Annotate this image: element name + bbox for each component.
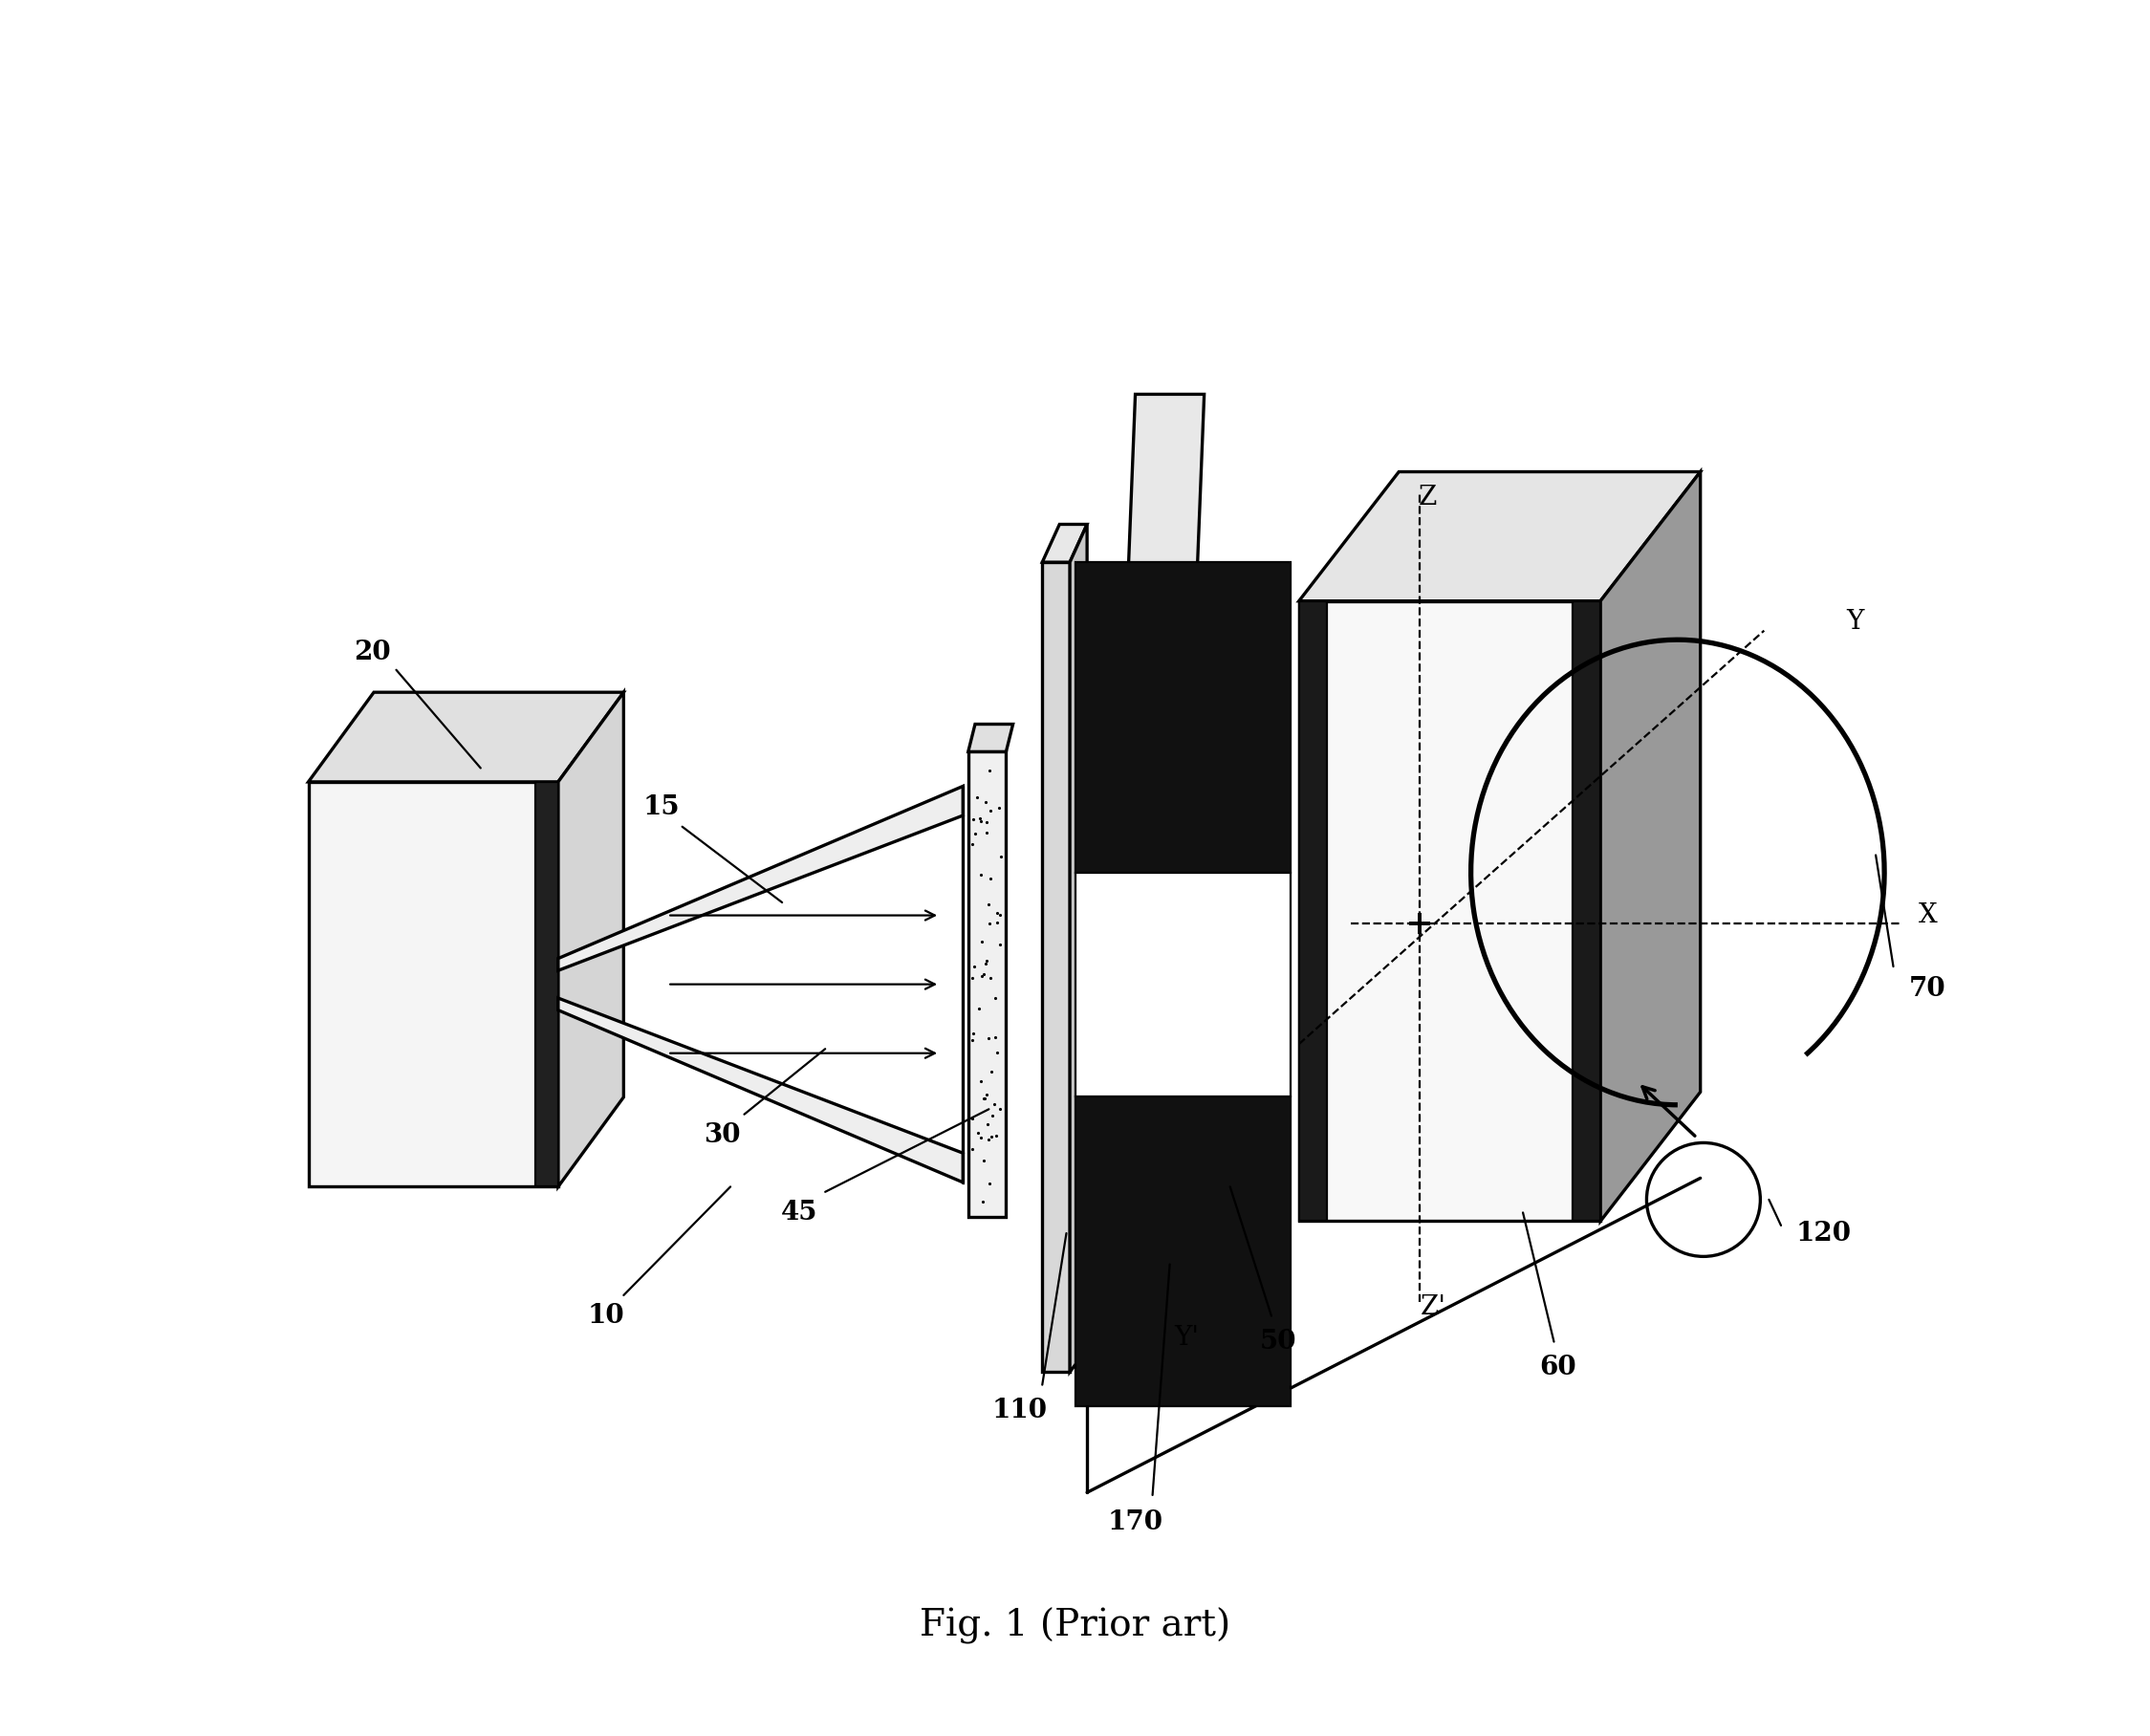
Text: 110: 110 [991,1397,1047,1424]
Polygon shape [1299,472,1701,601]
Text: Y': Y' [1174,1325,1200,1351]
Polygon shape [1101,394,1204,1264]
Text: 70: 70 [1909,976,1946,1002]
Polygon shape [1600,472,1701,1220]
Polygon shape [535,781,559,1187]
Polygon shape [1299,601,1600,1220]
Polygon shape [1043,524,1088,562]
Text: 20: 20 [353,641,391,665]
Text: 60: 60 [1539,1354,1576,1380]
Text: 15: 15 [643,795,679,821]
Polygon shape [1574,601,1600,1220]
Text: 45: 45 [780,1200,817,1226]
Polygon shape [559,693,623,1187]
Polygon shape [559,998,963,1182]
Text: X: X [1918,903,1937,927]
Text: Z': Z' [1421,1295,1447,1319]
Polygon shape [307,781,559,1187]
Text: Z: Z [1419,484,1438,510]
Text: 50: 50 [1260,1328,1296,1354]
Polygon shape [1075,1095,1290,1406]
Polygon shape [559,786,963,970]
Text: 10: 10 [587,1304,626,1328]
Polygon shape [307,693,624,781]
Polygon shape [1071,524,1088,1371]
Polygon shape [1075,871,1290,1095]
Polygon shape [1075,562,1290,871]
Text: 30: 30 [703,1121,740,1147]
Polygon shape [968,724,1013,752]
Text: Fig. 1 (Prior art): Fig. 1 (Prior art) [920,1608,1230,1644]
Polygon shape [1299,601,1327,1220]
Polygon shape [1043,562,1071,1371]
Text: Y: Y [1847,609,1864,635]
Polygon shape [968,752,1006,1217]
Text: 120: 120 [1797,1220,1851,1246]
Text: 170: 170 [1107,1510,1163,1536]
